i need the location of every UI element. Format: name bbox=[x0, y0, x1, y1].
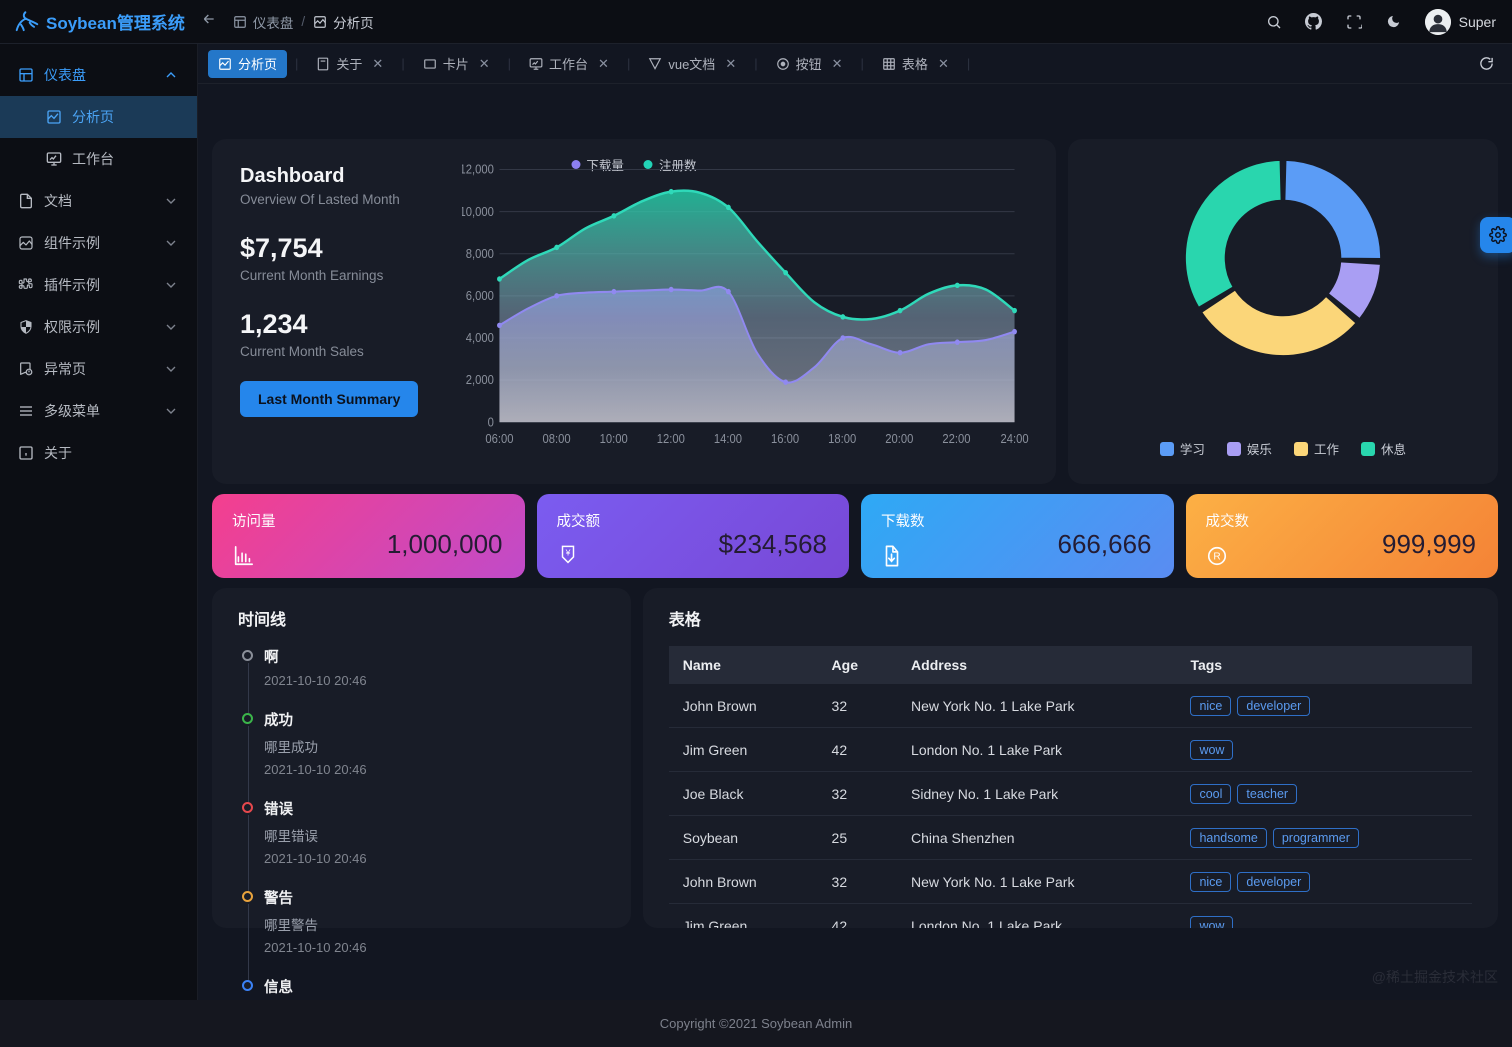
svg-text:18:00: 18:00 bbox=[828, 432, 856, 447]
svg-text:14:00: 14:00 bbox=[714, 432, 742, 447]
svg-text:8,000: 8,000 bbox=[466, 246, 494, 261]
svg-text:16:00: 16:00 bbox=[771, 432, 799, 447]
svg-text:06:00: 06:00 bbox=[485, 432, 513, 447]
svg-text:2,000: 2,000 bbox=[466, 373, 494, 388]
svg-text:6,000: 6,000 bbox=[466, 288, 494, 303]
svg-text:0: 0 bbox=[488, 415, 495, 430]
svg-text:20:00: 20:00 bbox=[885, 432, 913, 447]
svg-text:¥: ¥ bbox=[564, 548, 570, 558]
svg-text:24:00: 24:00 bbox=[1000, 432, 1028, 447]
svg-text:08:00: 08:00 bbox=[543, 432, 571, 447]
svg-text:22:00: 22:00 bbox=[942, 432, 970, 447]
svg-text:10,000: 10,000 bbox=[462, 204, 494, 219]
svg-text:10:00: 10:00 bbox=[600, 432, 628, 447]
svg-text:12:00: 12:00 bbox=[657, 432, 685, 447]
svg-text:R: R bbox=[1213, 552, 1220, 563]
svg-text:4,000: 4,000 bbox=[466, 331, 494, 346]
svg-text:12,000: 12,000 bbox=[462, 162, 494, 177]
